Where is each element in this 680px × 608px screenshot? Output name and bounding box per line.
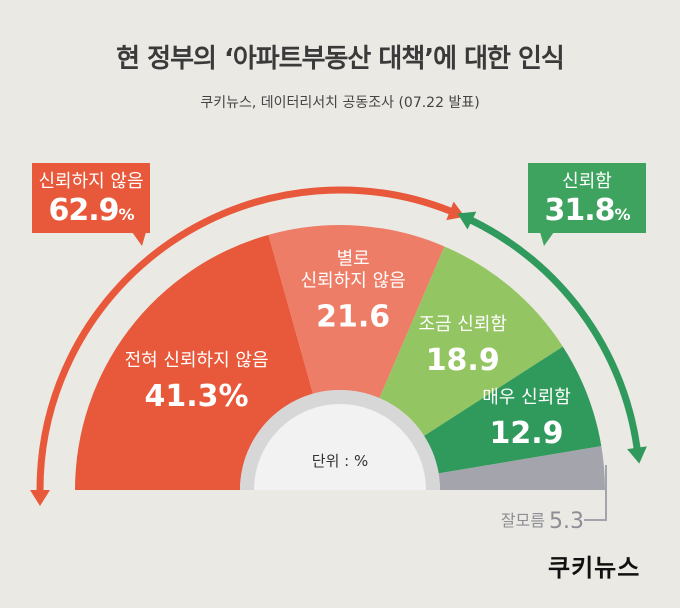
- slice-label-4: 잘모름 5.3: [501, 465, 607, 534]
- slice-2: [379, 246, 563, 436]
- center-hole: [254, 404, 426, 490]
- dont-know-bracket: [584, 465, 607, 521]
- distrust-callout-label: 신뢰하지 않음: [38, 171, 144, 192]
- slice-label-3: 매우 신뢰함 12.9: [482, 387, 571, 451]
- slice-value-text: 5.3: [549, 509, 584, 534]
- slice-label-0: 전혀 신뢰하지 않음 41.3%: [125, 350, 269, 414]
- slice-category-text: 매우 신뢰함: [482, 387, 571, 408]
- slice-0: [75, 234, 314, 490]
- distrust-arrow: [36, 186, 454, 494]
- trust-callout-value: 31.8%: [544, 193, 630, 228]
- trust-arrow: [468, 217, 641, 452]
- slice-value-text: 18.9: [426, 343, 500, 378]
- distrust-callout-value: 62.9%: [48, 193, 134, 228]
- slice-category-text: 조금 신뢰함: [418, 314, 507, 335]
- slice-category-text: 전혀 신뢰하지 않음: [125, 350, 269, 371]
- slice-4: [438, 446, 605, 490]
- trust-callout-label: 신뢰함: [562, 171, 612, 192]
- distrust-arrowhead-left: [30, 490, 50, 506]
- slice-value-text: 12.9: [490, 416, 564, 451]
- trust-arrowhead-right: [627, 446, 647, 464]
- slice-label-2: 조금 신뢰함 18.9: [418, 314, 507, 378]
- unit-label: 단위 : %: [312, 452, 368, 470]
- slice-category-text: 신뢰하지 않음: [301, 270, 406, 291]
- slice-3: [424, 346, 602, 474]
- distrust-callout-tail: [132, 232, 146, 246]
- chart-subtitle: 쿠키뉴스, 데이터리서치 공동조사 (07.22 발표): [200, 95, 480, 111]
- slice-value-text: 21.6: [316, 299, 390, 334]
- slice-category-text: 잘모름: [501, 511, 545, 530]
- slice-category-text: 별로: [337, 248, 370, 269]
- trust-arrowhead-left: [457, 211, 477, 230]
- trust-callout-tail: [540, 232, 554, 246]
- slice-value-text: 41.3%: [145, 379, 249, 414]
- kuki-news-logo: 쿠키뉴스: [548, 554, 641, 582]
- chart-title: 현 정부의 ‘아파트부동산 대책’에 대한 인식: [116, 44, 565, 74]
- trust-callout: 신뢰함 31.8%: [528, 163, 646, 233]
- slice-1: [268, 225, 445, 399]
- distrust-callout: 신뢰하지 않음 62.9%: [32, 163, 150, 233]
